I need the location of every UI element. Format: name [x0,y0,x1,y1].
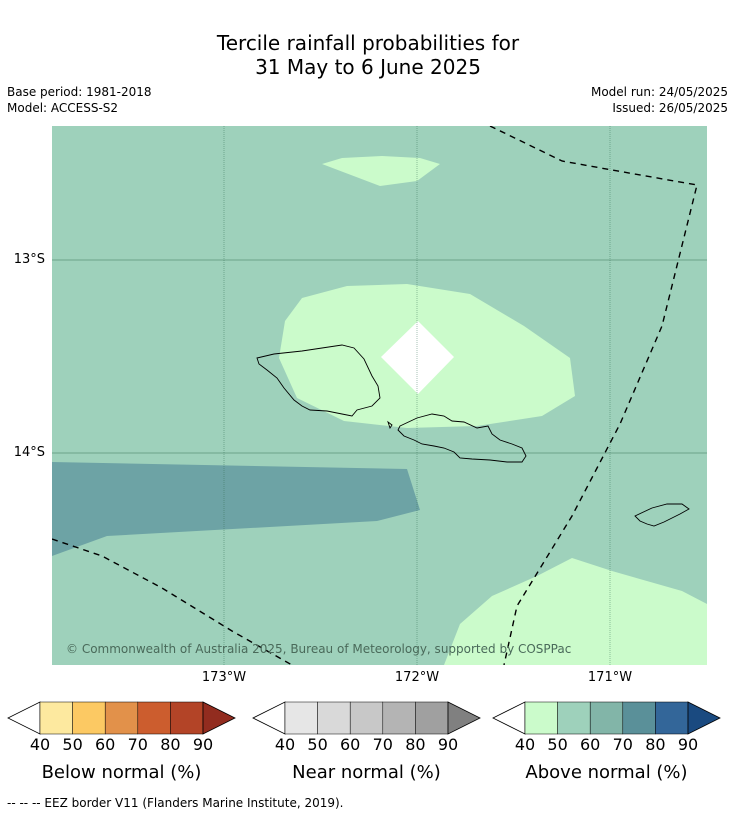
lon-label-172w: 172°W [394,670,440,685]
colorbar-swatch [104,701,139,735]
colorbar-under-triangle [252,701,286,735]
colorbar-swatch [284,701,318,735]
base-period: Base period: 1981-2018 [7,85,152,99]
no-signal-region [381,321,454,394]
near-normal-legend-title: Near normal (%) [292,762,441,783]
above-normal-colorbar [492,701,721,735]
colorbar-swatch [317,701,351,735]
near-tick-label: 70 [372,735,393,754]
above-40-region-south [444,558,707,665]
colorbar-swatch [349,701,384,735]
near-tick-label: 40 [274,735,296,754]
above-tick-label: 80 [645,735,666,754]
above-normal-legend-title: Above normal (%) [525,762,688,783]
map-title-line1: Tercile rainfall probabilities for [216,31,520,55]
colorbar-under-triangle [492,701,526,735]
colorbar-over-triangle [202,701,236,735]
savaii-island [256,344,381,417]
colorbar-swatch [72,701,106,735]
copyright-text: © Commonwealth of Australia 2025, Bureau… [66,642,571,656]
lon-label-171w: 171°W [587,670,633,685]
above-tick-label: 70 [612,735,633,754]
eez-border-east [489,126,698,665]
colorbar-swatch [655,701,689,735]
manono-island [387,420,393,430]
eez-border-south [52,538,293,665]
issued-date: Issued: 26/05/2025 [612,101,728,115]
below-tick-label: 50 [62,735,83,754]
lat-label-14s: 14°S [13,445,45,460]
below-tick-label: 90 [192,735,214,754]
above-40-region-north [322,156,440,186]
near-tick-label: 60 [340,735,361,754]
colorbar-swatch [170,701,204,735]
tutuila-island [634,503,690,527]
rainfall-map: © Commonwealth of Australia 2025, Bureau… [52,126,707,665]
colorbar-swatch [39,701,73,735]
colorbar-swatch [415,701,449,735]
colorbar-swatch [382,701,416,735]
model-run: Model run: 24/05/2025 [590,85,728,99]
above-tick-label: 50 [547,735,568,754]
colorbar-swatch [137,701,171,735]
below-normal-colorbar [7,701,236,735]
lon-label-173w: 173°W [201,670,247,685]
colorbar-under-triangle [7,701,41,735]
colorbar-over-triangle [687,701,721,735]
below-normal-legend-title: Below normal (%) [41,762,202,783]
below-tick-label: 60 [95,735,116,754]
colorbar-swatch [524,701,558,735]
model-name: Model: ACCESS-S2 [7,101,119,115]
colorbar-swatch [589,701,624,735]
above-tick-label: 40 [514,735,536,754]
near-tick-label: 80 [405,735,426,754]
map-title-line2: 31 May to 6 June 2025 [255,55,481,79]
lat-label-13s: 13°S [13,252,45,267]
near-tick-label: 90 [437,735,459,754]
below-tick-label: 80 [160,735,181,754]
colorbar-swatch [557,701,591,735]
colorbars-graphic [7,701,721,735]
above-60-region [52,462,420,556]
near-tick-label: 50 [307,735,328,754]
above-tick-label: 90 [677,735,699,754]
near-normal-colorbar [252,701,481,735]
colorbar-swatch [622,701,656,735]
upolu-island [397,413,527,463]
colorbar-over-triangle [447,701,481,735]
below-tick-label: 70 [127,735,148,754]
below-tick-label: 40 [29,735,51,754]
eez-footnote: -- -- -- EEZ border V11 (Flanders Marine… [7,796,344,810]
above-tick-label: 60 [580,735,601,754]
